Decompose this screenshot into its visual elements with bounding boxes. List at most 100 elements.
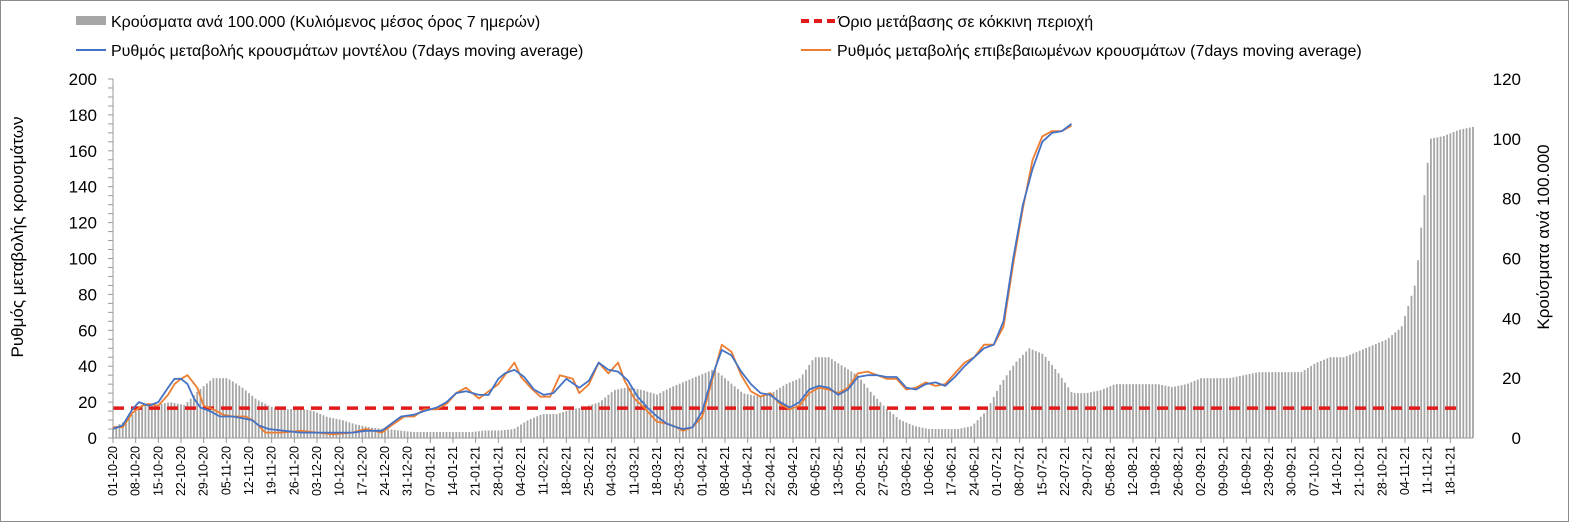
bar: [170, 402, 173, 438]
bar: [400, 430, 403, 438]
bar: [1245, 374, 1248, 438]
bar: [759, 395, 762, 438]
x-tick-label: 10-12-20: [333, 446, 347, 496]
bar: [218, 378, 221, 438]
bar: [1290, 372, 1293, 438]
bar: [818, 357, 820, 438]
bar: [1281, 372, 1283, 438]
y-left-tick-label: 0: [88, 429, 97, 448]
bar: [620, 388, 623, 438]
y-left-tick-label: 60: [78, 321, 97, 340]
bar: [335, 418, 338, 438]
bar: [439, 432, 441, 438]
bar: [1394, 332, 1397, 438]
bar: [1012, 365, 1015, 438]
bar: [377, 428, 380, 438]
bar: [1122, 384, 1125, 438]
bar: [1109, 386, 1112, 438]
bar: [507, 429, 509, 438]
bar: [558, 413, 561, 438]
bar: [555, 414, 558, 438]
x-tick-label: 23-09-21: [1262, 446, 1276, 496]
bar: [750, 394, 752, 438]
bar: [711, 370, 713, 438]
bar: [911, 425, 914, 438]
bar: [578, 407, 581, 438]
bar: [1161, 385, 1164, 438]
bar: [847, 369, 849, 438]
bar: [131, 414, 134, 438]
bar: [591, 404, 594, 438]
x-tick-label: 18-11-21: [1443, 446, 1457, 495]
bar: [775, 389, 778, 438]
bar: [410, 431, 412, 438]
bar: [115, 425, 118, 438]
bar: [533, 417, 535, 438]
bar: [1306, 368, 1309, 438]
x-tick-label: 29-07-21: [1081, 446, 1095, 496]
bar: [707, 371, 710, 438]
bar: [125, 420, 127, 438]
bar: [863, 383, 866, 438]
bar: [808, 364, 811, 438]
bar: [1442, 135, 1445, 438]
bar: [584, 406, 587, 438]
bar: [426, 432, 428, 438]
bar: [1141, 384, 1144, 438]
bar: [743, 393, 746, 438]
bar: [186, 402, 189, 438]
bar: [280, 408, 283, 438]
x-tick-label: 12-08-21: [1126, 446, 1140, 496]
bar: [986, 409, 989, 438]
bar: [733, 386, 736, 438]
bar: [999, 384, 1002, 438]
bar: [413, 432, 416, 438]
bar: [682, 382, 684, 438]
bar: [1303, 370, 1306, 438]
y-right-tick-label: 120: [1493, 70, 1521, 89]
bar: [889, 411, 892, 438]
x-tick-label: 05-08-21: [1103, 446, 1117, 496]
y-right-tick-label: 20: [1502, 369, 1521, 388]
bar: [176, 403, 179, 438]
x-tick-label: 28-01-21: [491, 446, 505, 496]
bar: [1083, 393, 1086, 438]
bar: [199, 388, 202, 438]
bar: [1051, 364, 1053, 438]
bar: [487, 430, 490, 438]
x-tick-label: 16-09-21: [1239, 446, 1253, 496]
bar: [1433, 137, 1436, 438]
bar: [254, 398, 257, 438]
bar: [617, 389, 620, 438]
bar: [384, 429, 386, 438]
bar: [1119, 384, 1121, 438]
bar: [850, 371, 853, 438]
bar: [1355, 352, 1358, 438]
bar: [244, 390, 247, 438]
x-tick-label: 08-04-21: [718, 446, 732, 496]
bar: [1413, 285, 1416, 438]
bar: [1057, 373, 1060, 438]
bar: [1371, 345, 1374, 438]
bar: [1358, 350, 1361, 438]
bar: [516, 426, 519, 438]
series-line-confirmed: [113, 124, 1072, 436]
bar: [1164, 385, 1167, 438]
series-line-model: [112, 123, 1073, 434]
bar: [918, 426, 921, 438]
bar: [264, 403, 267, 438]
bar: [471, 431, 474, 438]
bar: [895, 416, 898, 438]
bar: [1096, 390, 1099, 438]
bar: [1410, 295, 1413, 438]
x-tick-label: 22-04-21: [763, 446, 777, 496]
x-tick-label: 19-11-20: [265, 446, 279, 495]
bar: [277, 408, 280, 438]
bar: [306, 409, 309, 438]
bar: [364, 426, 367, 438]
bar: [202, 386, 205, 438]
bar: [157, 404, 160, 438]
bar: [542, 414, 545, 438]
bar: [1397, 329, 1400, 438]
